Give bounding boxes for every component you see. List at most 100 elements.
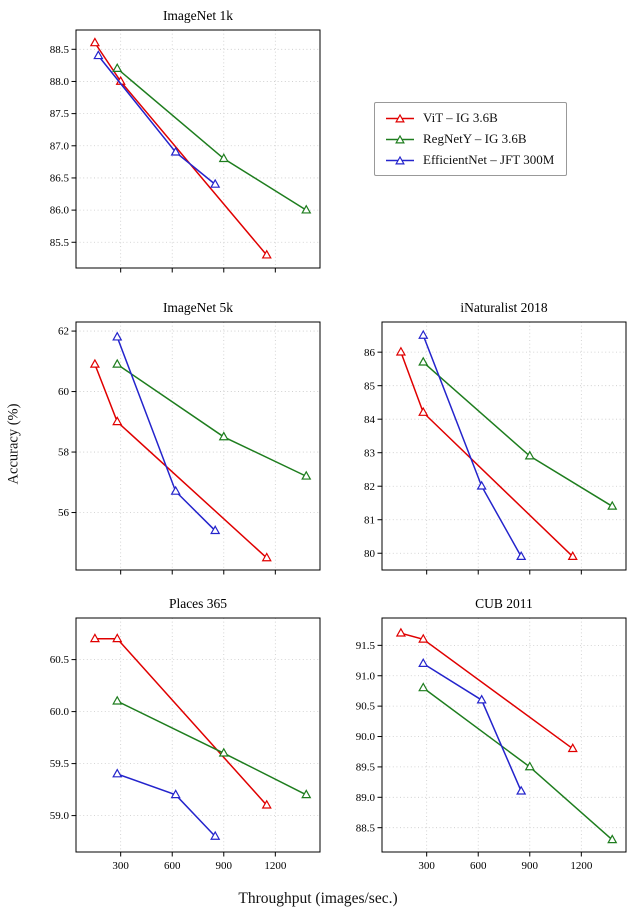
y-tick-label: 88.5: [50, 44, 70, 56]
marker-triangle: [301, 204, 312, 214]
axes: 88.5 89.0 89.5 90.0 90.5 91.0 91.5 300 600 900 120…: [356, 617, 627, 872]
marker-triangle: [301, 789, 312, 799]
series-0: [89, 633, 272, 809]
marker-triangle: [112, 768, 123, 778]
marker-triangle: [607, 500, 618, 510]
marker-triangle: [261, 799, 272, 809]
marker-triangle: [395, 155, 405, 165]
chart-svg-inaturalist-2018: 80 81 82 83 84 85 86 iNaturalist 2018: [364, 300, 627, 575]
series-0: [395, 627, 578, 753]
marker-triangle: [89, 37, 100, 47]
marker-triangle: [516, 785, 527, 795]
y-tick-label: 59.5: [50, 758, 70, 770]
chart-title: CUB 2011: [475, 596, 533, 611]
chart-svg-imagenet-1k: 85.5 86.0 86.5 87.0 87.5 88.0 88.5 ImageNet 1k: [50, 8, 321, 273]
marker-triangle: [418, 356, 429, 366]
y-tick-label: 60: [58, 386, 70, 398]
marker-triangle: [170, 146, 181, 156]
chart-places-365: 59.0 59.5 60.0 60.5 300 600 900 1200 Places 365: [28, 594, 330, 882]
series-0: [89, 358, 272, 562]
y-tick-label: 62: [58, 326, 69, 338]
legend: ViT – IG 3.6B RegNetY – IG 3.6B EfficientN…: [374, 102, 568, 176]
marker-triangle: [89, 358, 100, 368]
legend-marker-icon: [386, 134, 414, 144]
axes: 80 81 82 83 84 85 86: [364, 321, 627, 575]
marker-triangle: [395, 346, 406, 356]
marker-triangle: [476, 480, 487, 490]
y-tick-label: 60.5: [50, 654, 70, 666]
marker-triangle: [112, 695, 123, 705]
legend-label: ViT – IG 3.6B: [423, 110, 498, 125]
marker-triangle: [524, 761, 535, 771]
y-tick-label: 87.5: [50, 108, 70, 120]
marker-triangle: [210, 525, 221, 535]
y-tick-label: 82: [364, 481, 375, 493]
marker-triangle: [210, 178, 221, 188]
grid: [76, 30, 320, 268]
y-tick-label: 81: [364, 514, 375, 526]
marker-triangle: [516, 550, 527, 561]
marker-triangle: [112, 633, 123, 643]
y-tick-label: 87.0: [50, 140, 70, 152]
series-1: [112, 62, 312, 214]
axes: 56 58 60 62: [58, 321, 321, 575]
x-tick-label: 600: [470, 860, 487, 872]
chart-svg-cub-2011: 88.5 89.0 89.5 90.0 90.5 91.0 91.5 300 600 900 120…: [356, 596, 627, 872]
chart-svg-imagenet-5k: 56 58 60 62 ImageNet 5k: [58, 300, 321, 575]
marker-triangle: [395, 134, 405, 144]
marker-triangle: [418, 633, 429, 643]
axes: 85.5 86.0 86.5 87.0 87.5 88.0 88.5: [50, 29, 321, 273]
legend-label: EfficientNet – JFT 300M: [423, 152, 555, 167]
chart-imagenet-1k: 85.5 86.0 86.5 87.0 87.5 88.0 88.5 ImageNet 1k: [28, 6, 330, 278]
legend-label: RegNetY – IG 3.6B: [423, 131, 527, 146]
marker-triangle: [93, 50, 104, 60]
grid: [382, 322, 626, 570]
marker-triangle: [218, 153, 229, 163]
series-1: [418, 356, 618, 510]
y-tick-label: 88.5: [356, 822, 376, 834]
marker-triangle: [567, 550, 578, 561]
y-tick-label: 91.5: [356, 640, 376, 652]
y-tick-label: 85.5: [50, 237, 70, 249]
series-1: [112, 695, 312, 799]
y-tick-label: 59.0: [50, 810, 70, 822]
series-0: [395, 346, 578, 561]
y-tick-label: 60.0: [50, 706, 70, 718]
x-tick-label: 900: [522, 860, 539, 872]
marker-triangle: [112, 416, 123, 426]
series-1: [112, 358, 312, 480]
marker-triangle: [395, 113, 405, 123]
legend-item: EfficientNet – JFT 300M: [384, 152, 554, 168]
marker-triangle: [218, 431, 229, 441]
y-axis-label: Accuracy (%): [5, 403, 22, 485]
y-tick-label: 83: [364, 447, 376, 459]
y-tick-label: 86.5: [50, 173, 70, 185]
marker-triangle: [89, 633, 100, 643]
x-axis-label: Throughput (images/sec.): [238, 890, 398, 907]
chart-svg-places-365: 59.0 59.5 60.0 60.5 300 600 900 1200 Places 365: [50, 596, 321, 872]
y-tick-label: 85: [364, 380, 376, 392]
chart-title: iNaturalist 2018: [460, 300, 548, 315]
y-tick-label: 89.0: [356, 792, 376, 804]
marker-triangle: [170, 485, 181, 495]
marker-triangle: [524, 450, 535, 460]
series-2: [418, 657, 527, 795]
series-1: [418, 682, 618, 844]
x-tick-label: 300: [112, 860, 129, 872]
marker-triangle: [301, 470, 312, 480]
marker-triangle: [418, 682, 429, 692]
chart-title: ImageNet 1k: [163, 8, 233, 23]
series-2: [93, 50, 221, 188]
marker-triangle: [476, 694, 487, 704]
x-tick-label: 1200: [570, 860, 593, 872]
marker-triangle: [395, 627, 406, 637]
marker-triangle: [261, 552, 272, 562]
marker-triangle: [418, 406, 429, 416]
marker-triangle: [418, 657, 429, 668]
marker-triangle: [112, 358, 123, 368]
chart-imagenet-5k: 56 58 60 62 ImageNet 5k: [28, 298, 330, 580]
grid: [76, 322, 320, 570]
chart-title: ImageNet 5k: [163, 300, 233, 315]
y-tick-label: 88.0: [50, 76, 70, 88]
